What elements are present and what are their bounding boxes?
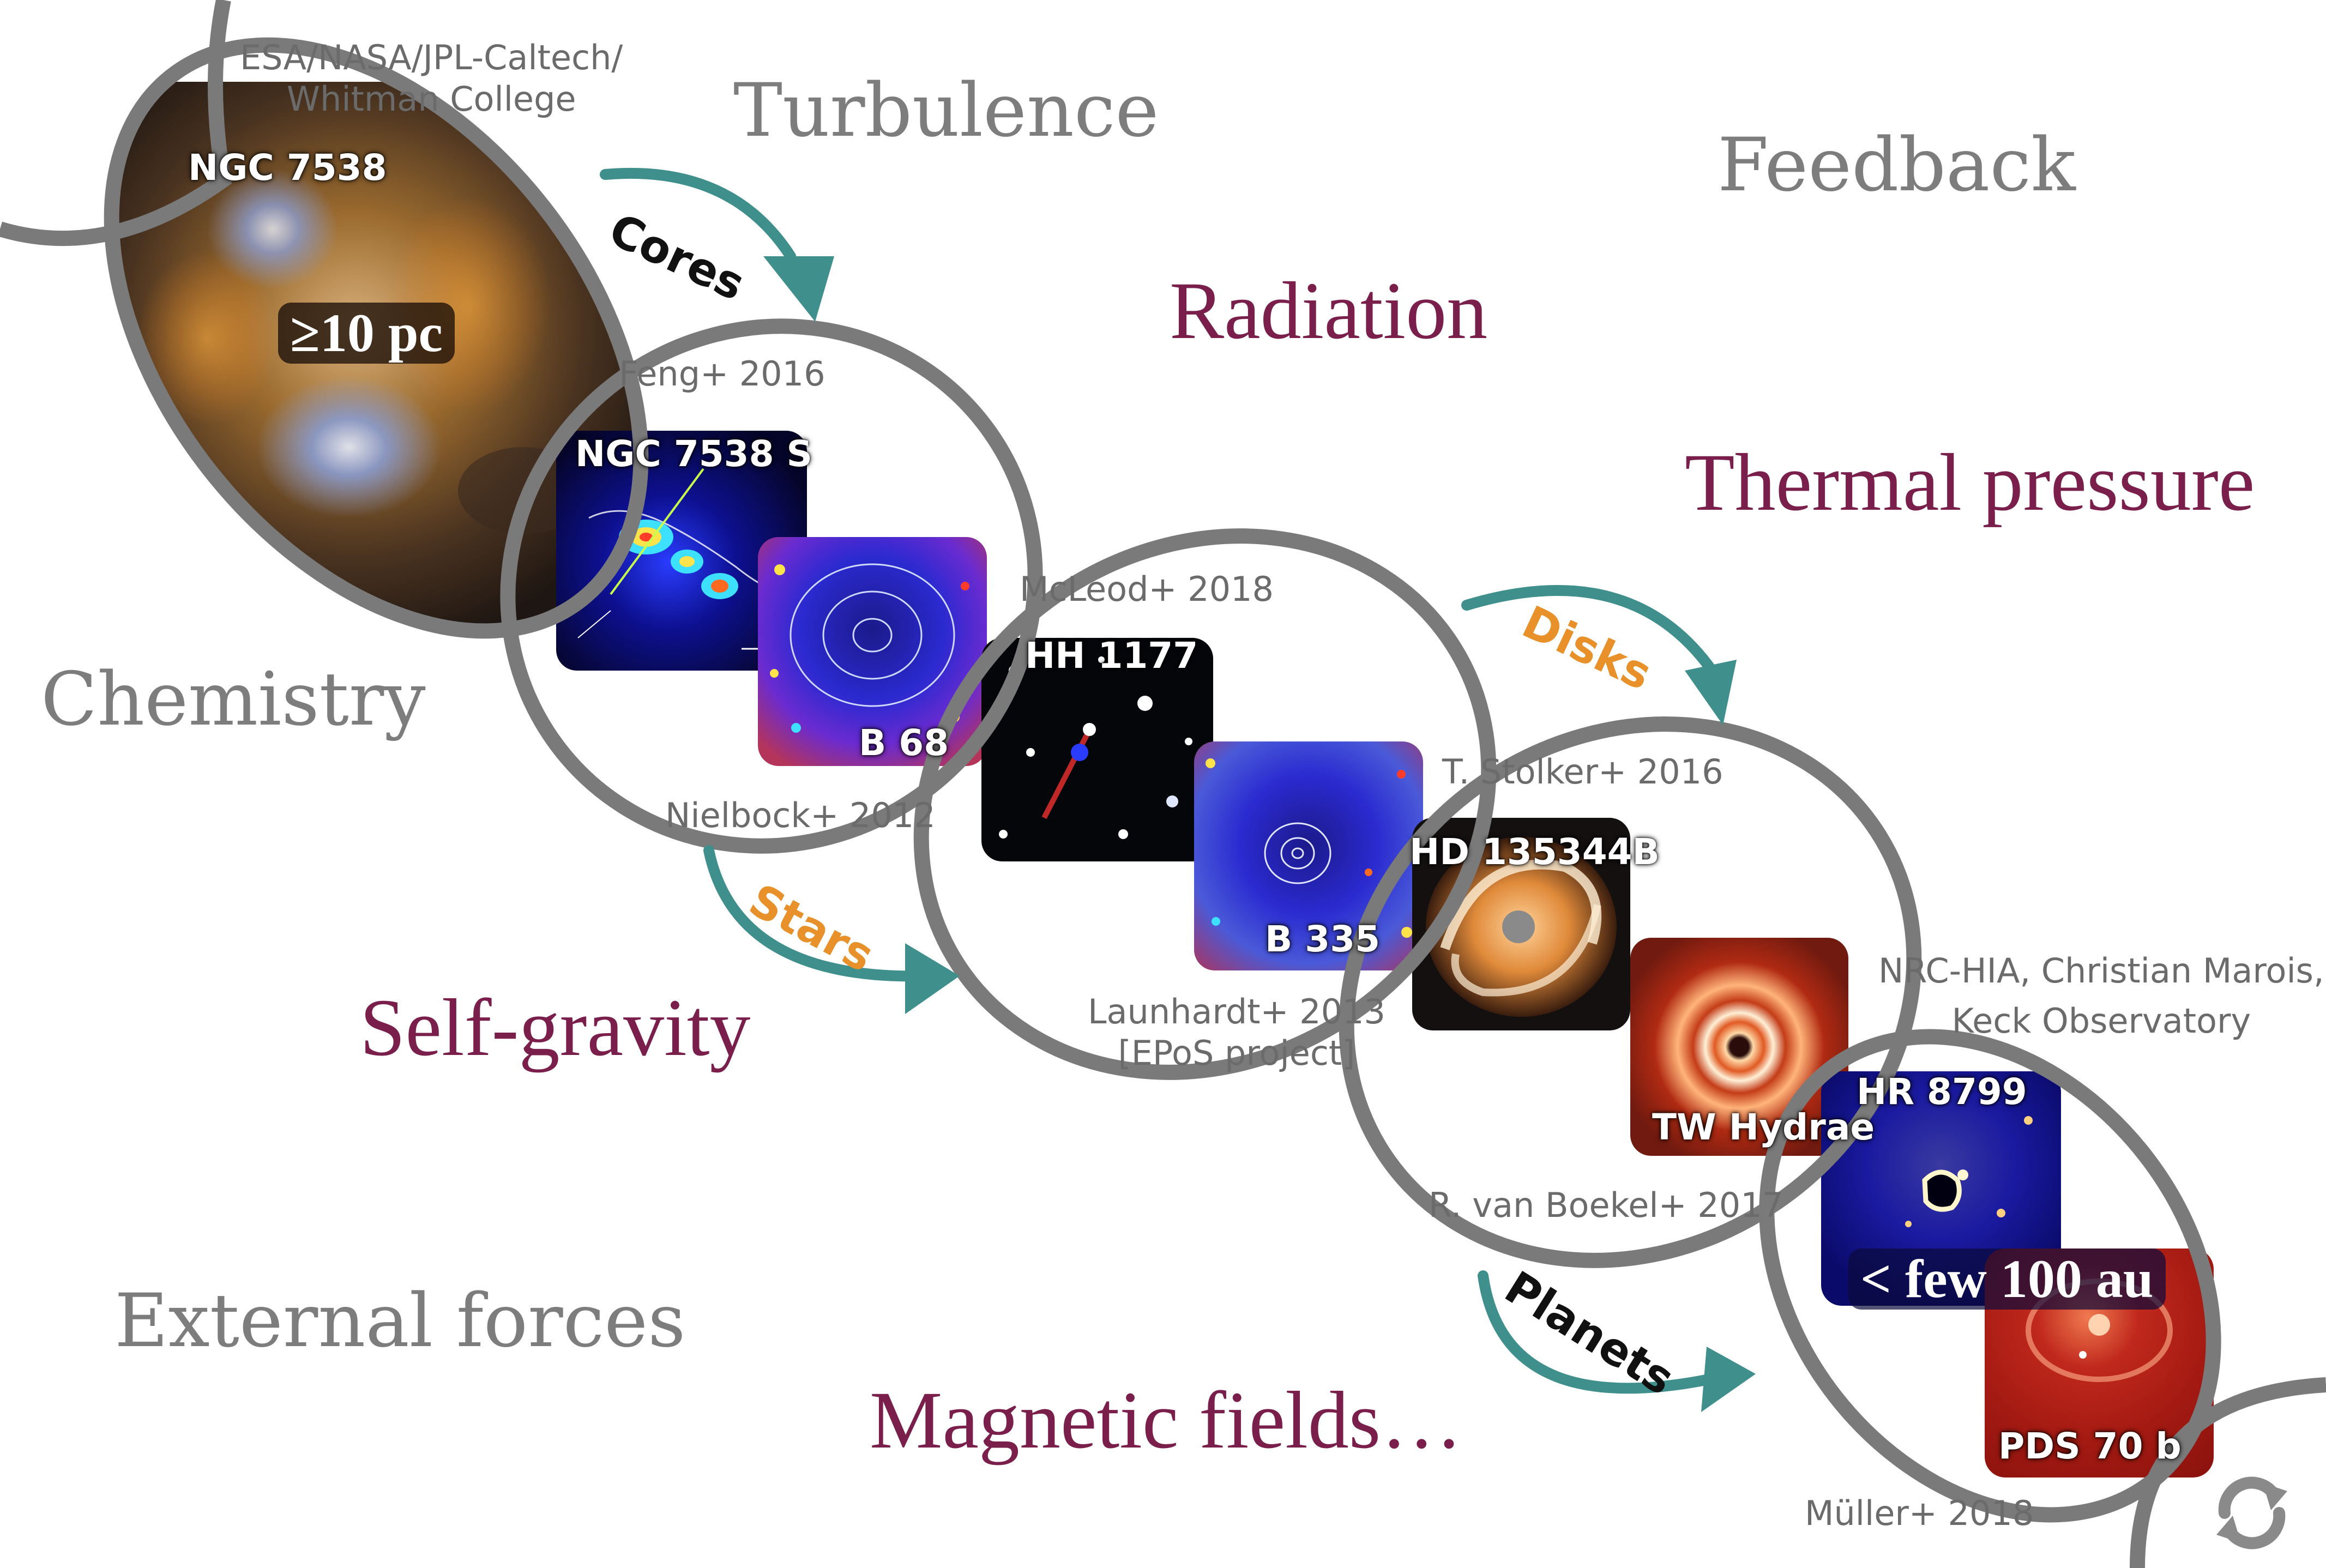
stars-arrow: [703, 845, 932, 982]
badge-b335: B 335: [1265, 918, 1381, 960]
physics-thermal-pressure: Thermal pressure: [1685, 437, 2255, 528]
disks-arrowhead: [1685, 660, 1737, 725]
physics-self-gravity: Self-gravity: [360, 982, 751, 1073]
physics-turbulence: Turbulence: [733, 68, 1159, 153]
physics-feedback: Feedback: [1718, 122, 2076, 208]
planets-arrowhead: [1701, 1347, 1756, 1412]
planets-arrow: [1478, 1270, 1739, 1394]
credit-esa: ESA/NASA/JPL-Caltech/ Whitman College: [240, 41, 623, 116]
cores-arrowhead: [763, 256, 834, 322]
credit-nrc-line2: Keck Observatory: [1951, 1001, 2251, 1041]
badge-ngc7538: NGC 7538: [188, 147, 387, 189]
b335-image: [1194, 741, 1423, 970]
scale-small: < few 100 au: [1848, 1249, 2166, 1310]
credit-feng: Feng+ 2016: [619, 354, 825, 394]
scale-large: ≥10 pc: [278, 303, 455, 364]
badge-hr8799: HR 8799: [1857, 1071, 2027, 1113]
badge-ngc7538s: NGC 7538 S: [575, 433, 813, 475]
credit-nrc-line1: NRC-HIA, Christian Marois,: [1878, 951, 2324, 991]
credit-mcleod: McLeod+ 2018: [1020, 569, 1274, 609]
disks-arrow: [1461, 585, 1718, 676]
credit-launhardt-line1: Launhardt+ 2013: [1088, 992, 1385, 1032]
bottom-right-arc: [2130, 1377, 2326, 1568]
credit-vanboekel: R. van Boekel+ 2017: [1429, 1185, 1784, 1225]
badge-hd135344b: HD 135344B: [1409, 831, 1660, 873]
credit-esa-line1: ESA/NASA/JPL-Caltech/: [240, 38, 623, 77]
credit-stolker: T. Stolker+ 2016: [1442, 752, 1724, 792]
badge-pds70b: PDS 70 b: [1998, 1425, 2182, 1467]
physics-external-forces: External forces: [115, 1278, 686, 1364]
badge-twhydrae: TW Hydrae: [1652, 1106, 1875, 1148]
credit-muller: Müller+ 2018: [1805, 1493, 2034, 1533]
credit-nrc: NRC-HIA, Christian Marois, Keck Observat…: [1878, 954, 2324, 1038]
stars-arrowhead: [905, 943, 960, 1014]
credit-launhardt: Launhardt+ 2013 [EPoS project]: [1088, 995, 1385, 1070]
refresh-cycle-icon: [2216, 1476, 2287, 1549]
physics-magnetic-fields: Magnetic fields…: [870, 1375, 1463, 1466]
physics-radiation: Radiation: [1170, 266, 1488, 356]
twhydrae-image: [1630, 938, 1848, 1156]
credit-nielbock: Nielbock+ 2012: [665, 795, 936, 835]
credit-esa-line2: Whitman College: [286, 79, 576, 119]
cores-arrow: [600, 167, 796, 262]
physics-chemistry: Chemistry: [41, 656, 426, 742]
credit-launhardt-line2: [EPoS project]: [1118, 1033, 1355, 1073]
badge-b68: B 68: [859, 722, 949, 764]
ring-1: [104, 37, 649, 639]
badge-hh1177: HH 1177: [1025, 635, 1198, 677]
